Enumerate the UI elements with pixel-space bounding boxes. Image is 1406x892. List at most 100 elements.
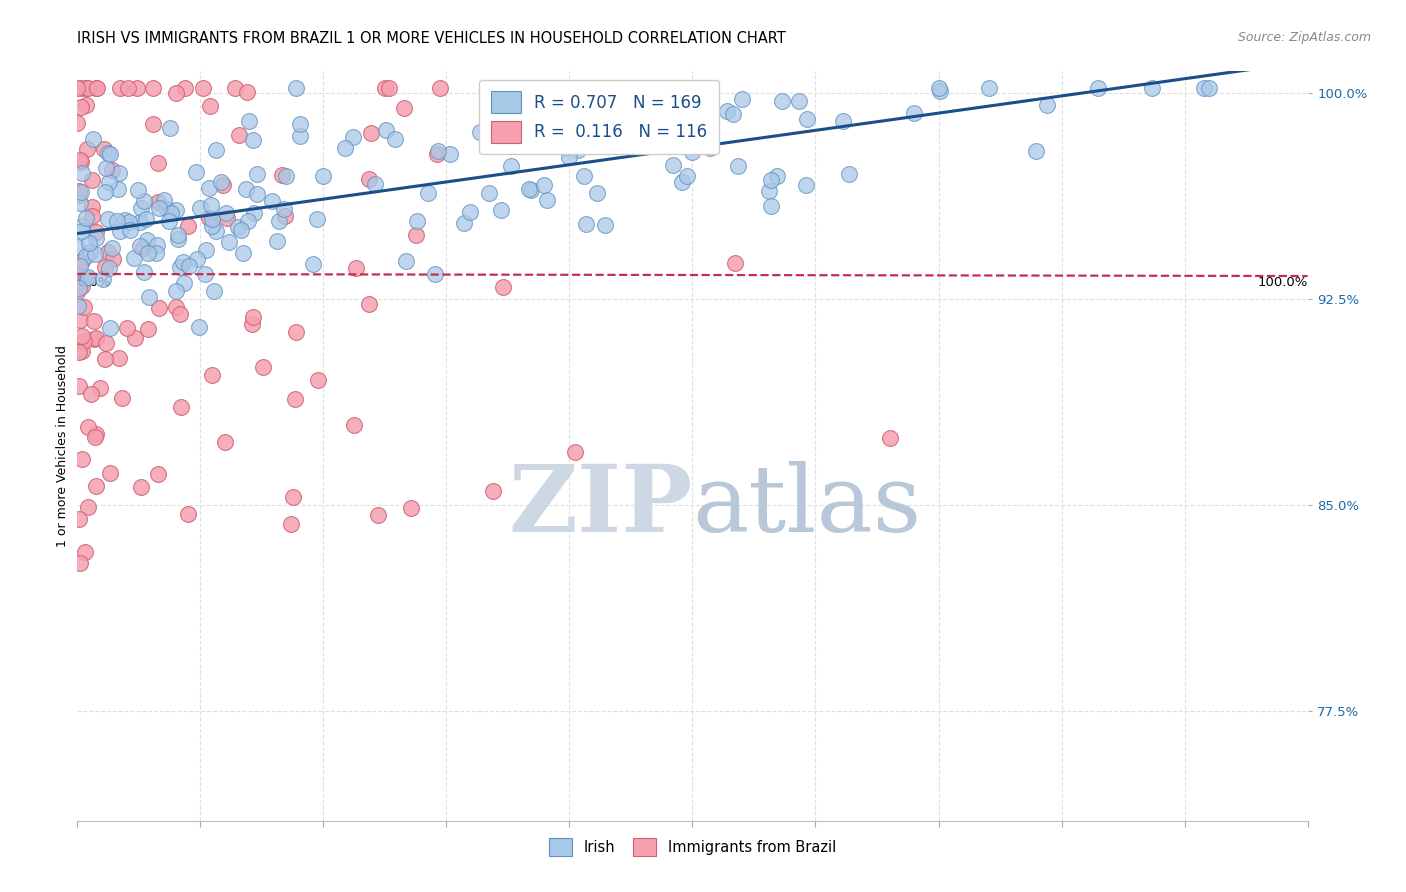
Point (166, 227, 188, 242)
Point (488, 129, 510, 144)
Point (426, 147, 449, 161)
Point (146, 195, 169, 210)
Point (928, 80, 950, 95)
Point (75, 211, 97, 226)
Point (170, 401, 193, 415)
Point (93, 271, 115, 285)
Point (173, 276, 195, 290)
Point (595, 218, 617, 232)
Point (159, 120, 181, 135)
Point (66, 258, 89, 272)
Point (418, 186, 440, 200)
Point (97, 211, 120, 226)
Point (281, 490, 304, 504)
Point (1025, 144, 1047, 158)
Point (67, 512, 90, 526)
Point (288, 117, 311, 131)
Point (335, 140, 357, 154)
Point (453, 216, 475, 230)
Point (439, 147, 461, 161)
Point (72, 166, 94, 180)
Point (406, 214, 429, 228)
Point (478, 186, 501, 201)
Point (979, 80, 1001, 95)
Point (114, 212, 136, 227)
Point (132, 241, 155, 255)
Point (66, 285, 89, 300)
Point (124, 331, 146, 345)
Point (1035, 98, 1057, 112)
Point (70, 344, 93, 359)
Point (136, 322, 159, 336)
Point (165, 300, 187, 314)
Point (205, 224, 228, 238)
Point (269, 213, 291, 227)
Point (75, 80, 97, 95)
Point (169, 260, 191, 274)
Point (574, 169, 596, 184)
Point (67, 379, 90, 393)
Point (153, 193, 176, 207)
Point (198, 181, 221, 195)
Point (129, 201, 152, 215)
Text: 0.0%: 0.0% (77, 276, 111, 289)
Point (280, 517, 302, 532)
Point (69, 313, 91, 327)
Point (498, 126, 520, 140)
Point (98, 321, 121, 335)
Point (122, 251, 145, 265)
Point (202, 284, 225, 298)
Point (148, 467, 170, 482)
Point (79, 386, 101, 401)
Point (108, 351, 131, 365)
Point (93, 185, 115, 199)
Point (485, 105, 508, 120)
Point (205, 143, 228, 157)
Point (232, 246, 254, 260)
Point (578, 117, 600, 131)
Point (723, 256, 745, 270)
Point (172, 254, 194, 268)
Point (67, 188, 90, 202)
Point (218, 235, 240, 249)
Point (118, 215, 141, 229)
Point (214, 434, 236, 449)
Point (77, 420, 100, 434)
Point (759, 199, 782, 213)
Point (75, 249, 97, 263)
Point (565, 119, 588, 133)
Point (93, 142, 115, 156)
Point (148, 201, 170, 215)
Point (191, 80, 214, 95)
Point (70, 452, 93, 467)
Point (66, 80, 89, 95)
Point (235, 182, 257, 196)
Point (107, 214, 129, 228)
Point (117, 80, 139, 95)
Point (98, 147, 121, 161)
Point (342, 130, 364, 145)
Point (134, 194, 156, 208)
Point (284, 392, 307, 406)
Point (266, 234, 288, 248)
Point (98, 467, 121, 481)
Point (69, 153, 91, 168)
Point (98, 260, 121, 275)
Point (520, 183, 543, 197)
Point (86, 80, 108, 95)
Point (184, 164, 207, 178)
Point (772, 95, 794, 109)
Point (765, 169, 787, 184)
Point (148, 156, 170, 170)
Point (76, 80, 98, 95)
Point (458, 205, 481, 219)
Point (67, 281, 90, 295)
Point (69, 556, 91, 570)
Point (103, 252, 125, 266)
Point (794, 178, 817, 192)
Point (138, 290, 160, 304)
Point (67, 184, 90, 198)
Point (70, 329, 93, 343)
Point (83, 314, 105, 328)
Point (76, 270, 98, 285)
